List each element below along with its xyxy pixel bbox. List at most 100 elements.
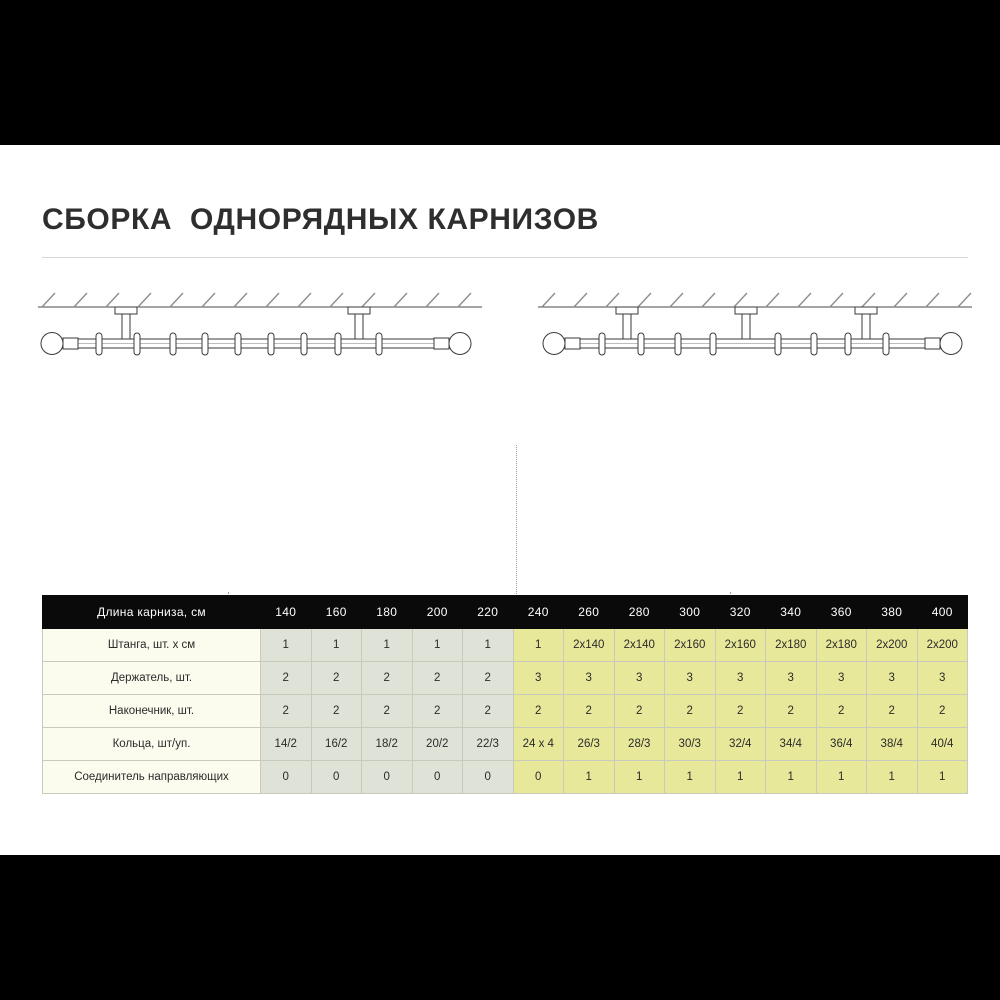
table-cell: 20/2	[411, 727, 463, 761]
table-cell: 1	[866, 760, 918, 794]
table-cell: 18/2	[361, 727, 413, 761]
table-cell: 3	[563, 661, 615, 695]
table-cell: 2	[512, 694, 564, 728]
table-cell: 2	[260, 694, 312, 728]
table-row: Держатель, шт. 2 2 2 2 2 3 3 3 3 3 3 3 3 3	[42, 661, 968, 695]
table-cell: 0	[411, 760, 463, 794]
header-cell-length: 220	[462, 595, 514, 629]
table-cell: 3	[815, 661, 867, 695]
header-cell-length: 340	[765, 595, 817, 629]
ceiling-bracket	[854, 306, 878, 349]
table-cell: 2	[411, 694, 463, 728]
letterbox-bar-top	[0, 0, 1000, 145]
table-cell: 22/3	[462, 727, 514, 761]
table-cell: 3	[866, 661, 918, 695]
table-cell: 2	[613, 694, 665, 728]
table-cell: 28/3	[613, 727, 665, 761]
header-cell-length: 200	[411, 595, 463, 629]
table-cell: 0	[361, 760, 413, 794]
row-label: Держатель, шт.	[42, 661, 261, 695]
table-cell: 3	[512, 661, 564, 695]
table-cell: 1	[411, 628, 463, 662]
table-cell: 26/3	[563, 727, 615, 761]
header-cell-length: 240	[512, 595, 564, 629]
table-cell: 0	[462, 760, 514, 794]
table-cell: 1	[714, 760, 766, 794]
header-cell-length: 160	[310, 595, 362, 629]
table-cell: 3	[714, 661, 766, 695]
table-cell: 2х160	[714, 628, 766, 662]
curtain-rings	[95, 332, 383, 356]
table-cell: 2	[462, 661, 514, 695]
header-cell-length: 320	[714, 595, 766, 629]
table-cell: 3	[613, 661, 665, 695]
table-cell: 2	[563, 694, 615, 728]
table-cell: 2	[462, 694, 514, 728]
table-cell: 2х140	[613, 628, 665, 662]
row-label: Соединитель направляющих	[42, 760, 261, 794]
header-cell-length: 280	[613, 595, 665, 629]
table-cell: 38/4	[866, 727, 918, 761]
rod-finial	[40, 332, 79, 355]
diagram-single-rod-long	[530, 285, 980, 420]
table-cell: 3	[765, 661, 817, 695]
table-cell: 1	[613, 760, 665, 794]
table-cell: 2х140	[563, 628, 615, 662]
table-cell: 2	[866, 694, 918, 728]
table-cell: 2	[815, 694, 867, 728]
table-cell: 1	[916, 760, 968, 794]
table-cell: 2х180	[765, 628, 817, 662]
row-label: Наконечник, шт.	[42, 694, 261, 728]
table-cell: 3	[664, 661, 716, 695]
table-cell: 14/2	[260, 727, 312, 761]
curtain-rod-short-svg	[38, 292, 482, 356]
table-cell: 2	[361, 694, 413, 728]
table-cell: 1	[765, 760, 817, 794]
table-cell: 2х180	[815, 628, 867, 662]
table-cell: 1	[664, 760, 716, 794]
table-cell: 34/4	[765, 727, 817, 761]
header-cell-length: 180	[361, 595, 413, 629]
table-cell: 1	[260, 628, 312, 662]
table-cell: 1	[310, 628, 362, 662]
header-cell-length: 400	[916, 595, 968, 629]
spec-table-wrapper: Длина карниза, см 140 160 180 200 220 240 260 2…	[42, 595, 968, 794]
table-cell: 16/2	[310, 727, 362, 761]
table-cell: 1	[462, 628, 514, 662]
table-cell: 2	[411, 661, 463, 695]
header-cell-length: 300	[664, 595, 716, 629]
letterbox-bar-bottom	[0, 855, 1000, 1000]
table-row: Наконечник, шт. 2 2 2 2 2 2 2 2 2 2 2 2 2 2	[42, 694, 968, 728]
table-cell: 0	[260, 760, 312, 794]
table-cell: 2х200	[866, 628, 918, 662]
table-body: Штанга, шт. х см 1 1 1 1 1 1 2х140 2х140 2х160 2х1…	[42, 628, 968, 794]
table-cell: 2	[361, 661, 413, 695]
header-cell-length: 360	[815, 595, 867, 629]
diagram-vertical-divider	[516, 445, 517, 660]
table-cell: 3	[916, 661, 968, 695]
table-cell: 1	[563, 760, 615, 794]
table-cell: 2х160	[664, 628, 716, 662]
table-cell: 2	[260, 661, 312, 695]
table-cell: 2	[765, 694, 817, 728]
table-row: Кольца, шт/уп. 14/2 16/2 18/2 20/2 22/3 24 х 4…	[42, 727, 968, 761]
table-cell: 2	[916, 694, 968, 728]
table-head: Длина карниза, см 140 160 180 200 220 240 260 2…	[42, 595, 968, 629]
table-cell: 36/4	[815, 727, 867, 761]
table-cell: 1	[512, 628, 564, 662]
header-cell-length: 140	[260, 595, 312, 629]
diagram-section: ДЛИНА ДО 220 СМ ДЛИНА ОТ 240 ДО 400 СМ	[0, 285, 1000, 660]
table-cell: 0	[310, 760, 362, 794]
spec-table: Длина карниза, см 140 160 180 200 220 240 260 2…	[42, 595, 968, 794]
header-cell-label: Длина карниза, см	[42, 595, 261, 629]
rod-finial	[433, 332, 472, 355]
content-stage: СБОРКА ОДНОРЯДНЫХ КАРНИЗОВ	[0, 145, 1000, 855]
row-label: Штанга, шт. х см	[42, 628, 261, 662]
rod-finial	[924, 332, 963, 355]
table-cell: 1	[361, 628, 413, 662]
table-header-row: Длина карниза, см 140 160 180 200 220 240 260 2…	[42, 595, 968, 629]
table-cell: 2	[664, 694, 716, 728]
rod-finial	[542, 332, 581, 355]
table-cell: 30/3	[664, 727, 716, 761]
diagram-single-rod-short	[30, 285, 490, 420]
